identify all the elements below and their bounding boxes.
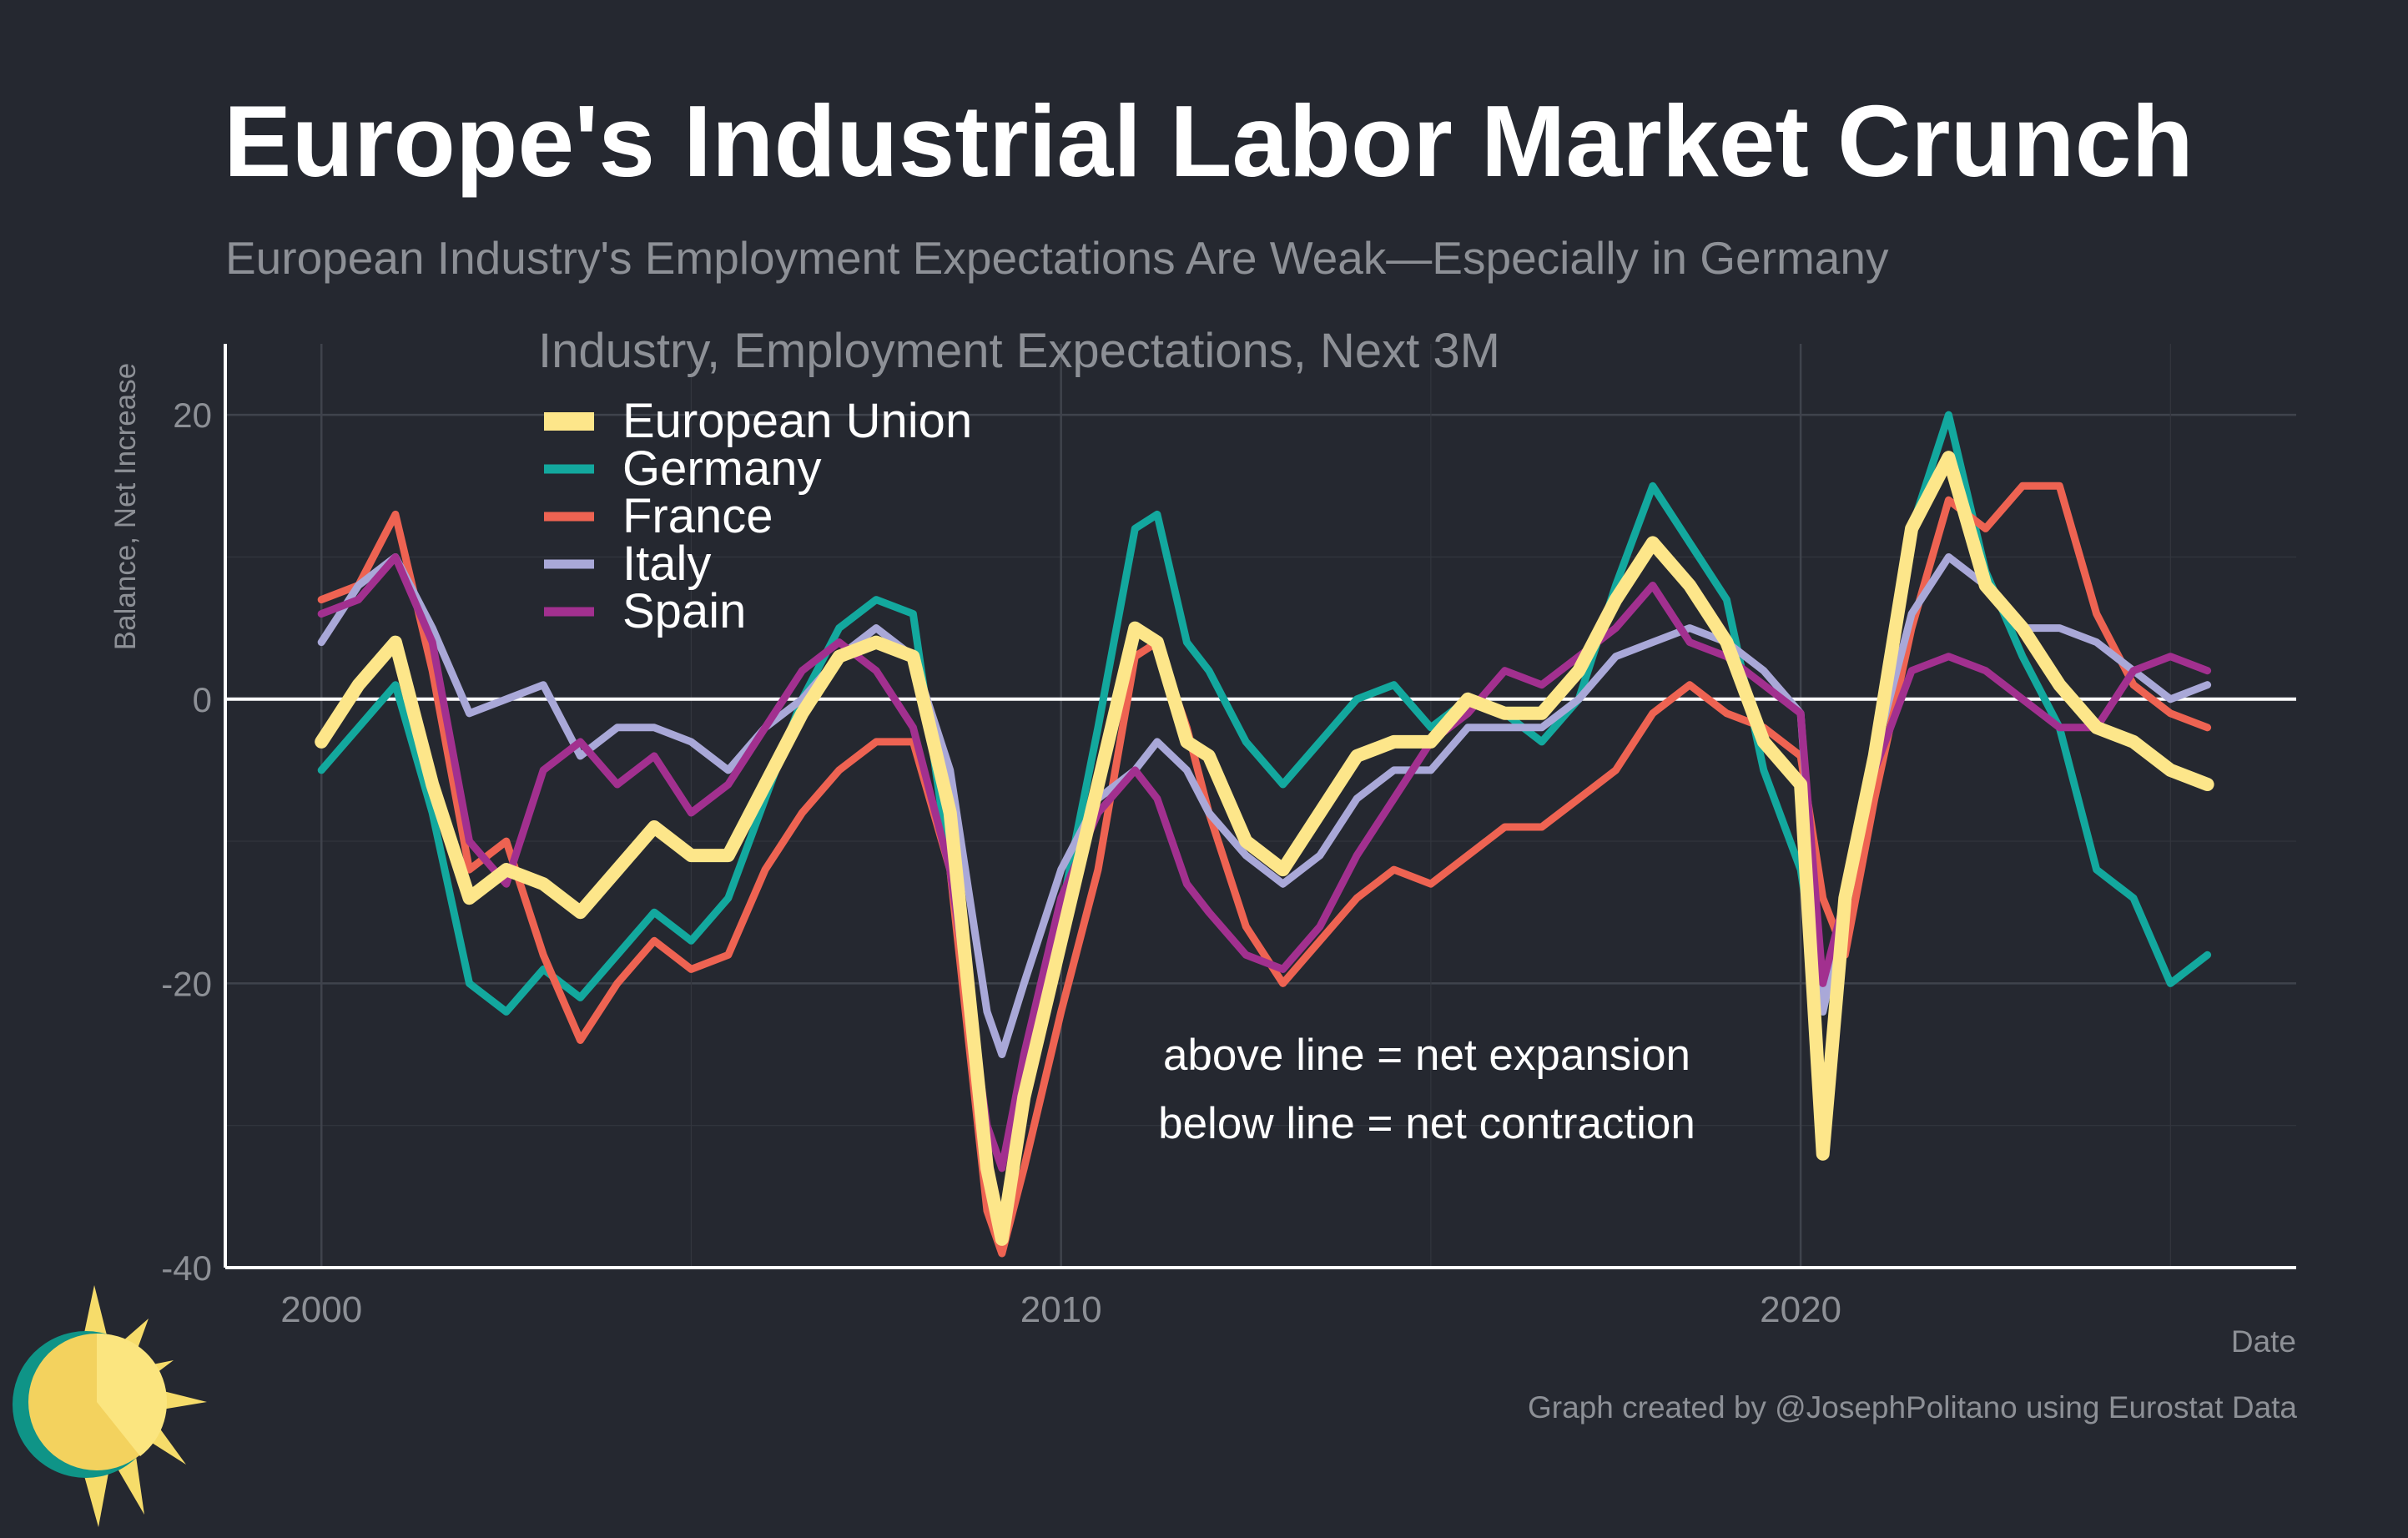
legend-label: Spain [622, 584, 746, 638]
legend-label: Italy [622, 537, 711, 591]
page-title: Europe's Industrial Labor Market Crunch [224, 84, 2194, 198]
series-line-france [317, 482, 2212, 1258]
series-lines [315, 411, 2214, 1258]
annotation-contraction: below line = net contraction [1158, 1099, 1695, 1148]
sun-highlight-icon [97, 1333, 168, 1456]
y-axis-label: Balance, Net Increase [109, 363, 142, 650]
legend-label: European Union [622, 394, 972, 448]
x-tick-label: 2020 [1760, 1289, 1841, 1330]
tick-labels: -40 -20 0 20 2000 2010 2020 [161, 396, 1841, 1330]
legend-label: Germany [622, 441, 822, 496]
page-subtitle: European Industry's Employment Expectati… [225, 232, 1889, 284]
annotation-expansion: above line = net expansion [1163, 1031, 1690, 1080]
sun-logo-icon [13, 1285, 207, 1527]
x-tick-label: 2000 [280, 1289, 362, 1330]
series-line-european-union [315, 451, 2214, 1246]
y-tick-label: -40 [161, 1248, 212, 1288]
legend-label: France [622, 489, 773, 543]
y-tick-label: 0 [193, 680, 212, 719]
x-axis-label: Date [2231, 1324, 2296, 1359]
chart-title: Industry, Employment Expectations, Next … [538, 324, 1500, 378]
series-line-italy [317, 553, 2212, 1058]
x-tick-label: 2010 [1020, 1289, 1102, 1330]
y-tick-label: 20 [173, 396, 212, 435]
y-tick-label: -20 [161, 964, 212, 1003]
credit-text: Graph created by @JosephPolitano using E… [1528, 1390, 2297, 1425]
